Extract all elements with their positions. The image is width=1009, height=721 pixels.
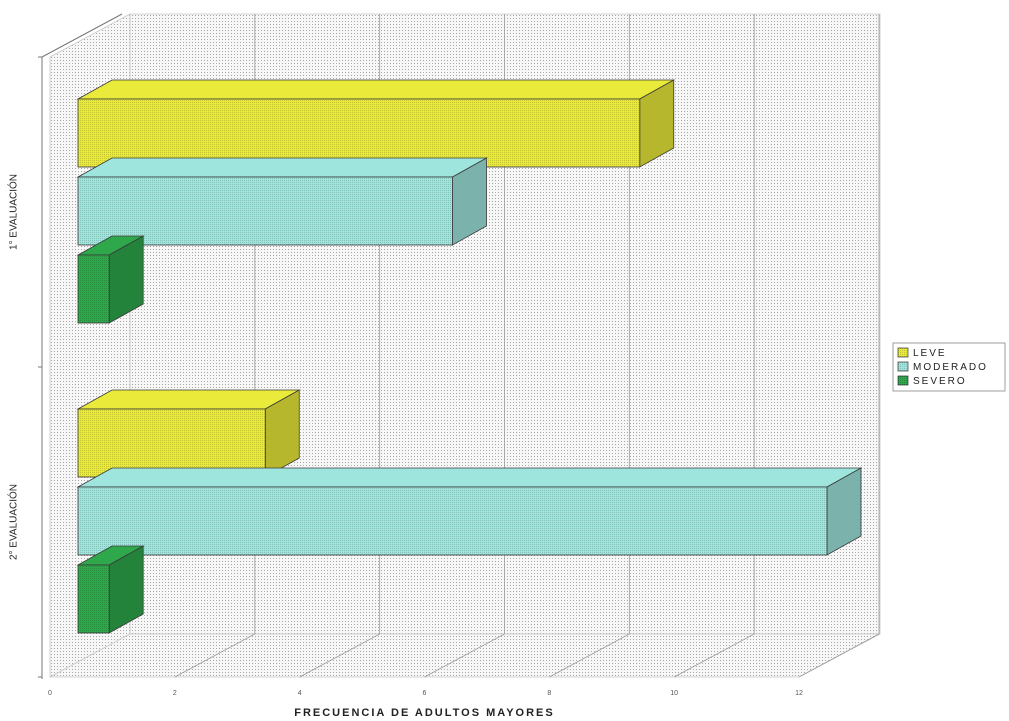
axis-labels: 0 2 4 6 8 10 12 1° EVALUACIÓN 2° EVALUACIÓN FRECU… bbox=[7, 174, 803, 719]
bar-texture bbox=[78, 487, 827, 555]
x-tick-label: 2 bbox=[173, 690, 177, 697]
axes bbox=[38, 13, 123, 679]
legend-label: MODERADO bbox=[913, 362, 988, 373]
bar bbox=[76, 545, 145, 634]
bar-texture bbox=[78, 255, 110, 323]
bar-top-face bbox=[76, 79, 676, 100]
bar bbox=[76, 467, 863, 556]
gridline-floor bbox=[549, 633, 630, 678]
x-tick-label: 4 bbox=[298, 690, 302, 697]
bar-texture bbox=[78, 99, 640, 167]
x-axis-title: FRECUENCIA DE ADULTOS MAYORES bbox=[294, 707, 555, 719]
bar-top-face bbox=[76, 157, 489, 178]
x-tick-label: 0 bbox=[48, 690, 52, 697]
bar-texture bbox=[78, 565, 110, 633]
legend: LEVE MODERADO SEVERO bbox=[892, 342, 1006, 392]
gridline-floor bbox=[798, 633, 880, 678]
bar bbox=[76, 235, 145, 324]
legend-swatch-texture bbox=[898, 376, 908, 385]
x-tick-label: 10 bbox=[670, 690, 678, 697]
bar-texture bbox=[78, 409, 266, 477]
legend-box bbox=[892, 342, 1006, 392]
bar-top-face bbox=[76, 467, 863, 488]
legend-swatch-texture bbox=[898, 348, 908, 357]
legend-item: LEVE bbox=[897, 347, 947, 359]
legend-label: LEVE bbox=[913, 348, 947, 359]
bar bbox=[76, 389, 301, 478]
legend-swatch-texture bbox=[898, 362, 908, 371]
bar-texture bbox=[78, 177, 453, 245]
x-tick-label: 6 bbox=[423, 690, 427, 697]
bar-top-face bbox=[76, 389, 301, 410]
y-axis-top bbox=[41, 13, 123, 58]
bar bbox=[76, 157, 489, 246]
legend-item: SEVERO bbox=[897, 375, 967, 387]
bars bbox=[76, 79, 863, 634]
gridline-floor bbox=[673, 633, 755, 678]
gridline-floor bbox=[424, 633, 505, 678]
category-label: 2° EVALUACIÓN bbox=[7, 484, 20, 560]
legend-label: SEVERO bbox=[913, 376, 967, 387]
gridline-floor bbox=[299, 633, 380, 678]
x-tick-label: 12 bbox=[795, 690, 803, 697]
legend-item: MODERADO bbox=[897, 361, 988, 373]
x-tick-label: 8 bbox=[547, 690, 551, 697]
gridline-floor bbox=[174, 633, 256, 678]
bar bbox=[76, 79, 676, 168]
category-label: 1° EVALUACIÓN bbox=[7, 174, 20, 250]
